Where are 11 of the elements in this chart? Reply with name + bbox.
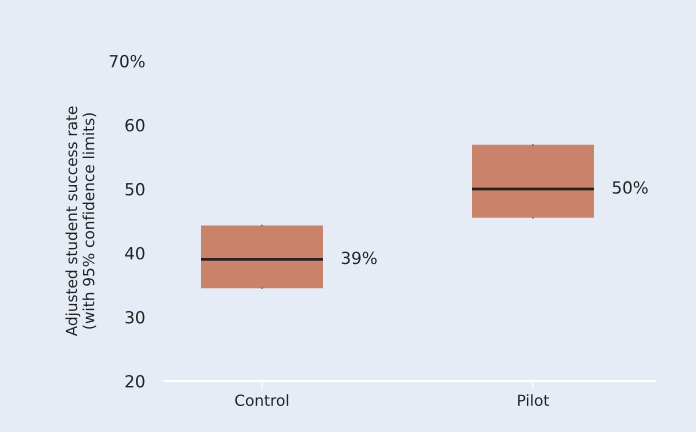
text: 50% (612, 181, 648, 194)
y-axis-title: Adjusted student success rate (with 95% confidence limits) (65, 106, 96, 336)
x-tick-label: Pilot (518, 394, 549, 406)
y-tick-label: 40 (125, 246, 144, 260)
text: 39% (342, 252, 377, 264)
x-tick-label: Control (235, 394, 288, 406)
y-tick-label: 20 (126, 374, 144, 388)
y-tick-label: 30 (126, 310, 144, 324)
y-tick-label: 70% (110, 54, 145, 68)
y-tick-label: 50 (126, 182, 144, 196)
y-tick-label: 60 (125, 118, 144, 132)
